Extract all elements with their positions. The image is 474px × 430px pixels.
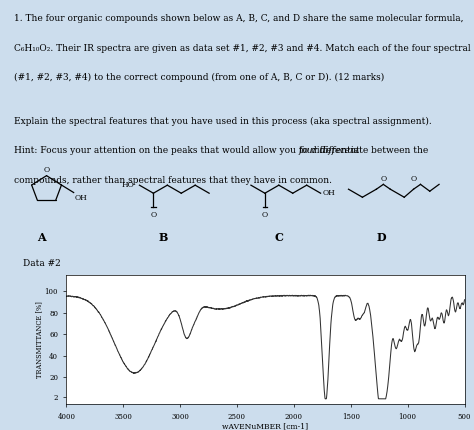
Text: OH: OH [74, 194, 87, 202]
Text: C: C [274, 232, 283, 243]
X-axis label: wAVENuMBER [cm-1]: wAVENuMBER [cm-1] [222, 422, 309, 430]
Y-axis label: TRANSMITTANCE [%]: TRANSMITTANCE [%] [35, 301, 43, 378]
Text: C₆H₁₀O₂. Their IR spectra are given as data set #1, #2, #3 and #4. Match each of: C₆H₁₀O₂. Their IR spectra are given as d… [14, 43, 474, 52]
Text: O: O [262, 211, 268, 219]
Text: Data #2: Data #2 [23, 259, 61, 268]
Text: D: D [376, 232, 386, 243]
Text: HO: HO [122, 181, 135, 189]
Text: O: O [380, 175, 386, 183]
Text: B: B [158, 232, 167, 243]
Text: (#1, #2, #3, #4) to the correct compound (from one of A, B, C or D). (12 marks): (#1, #2, #3, #4) to the correct compound… [14, 73, 384, 82]
Text: A: A [37, 232, 46, 243]
Text: 1. The four organic compounds shown below as A, B, C, and D share the same molec: 1. The four organic compounds shown belo… [14, 14, 464, 23]
Text: compounds, rather than spectral features that they have in common.: compounds, rather than spectral features… [14, 176, 332, 185]
Text: O: O [44, 166, 50, 174]
Text: four different: four different [298, 147, 360, 156]
Text: OH: OH [323, 189, 336, 197]
Text: O: O [410, 175, 417, 183]
Text: Explain the spectral features that you have used in this process (aka spectral a: Explain the spectral features that you h… [14, 117, 432, 126]
Text: Hint: Focus your attention on the peaks that would allow you to differentiate be: Hint: Focus your attention on the peaks … [14, 147, 431, 156]
Text: O: O [150, 211, 156, 219]
